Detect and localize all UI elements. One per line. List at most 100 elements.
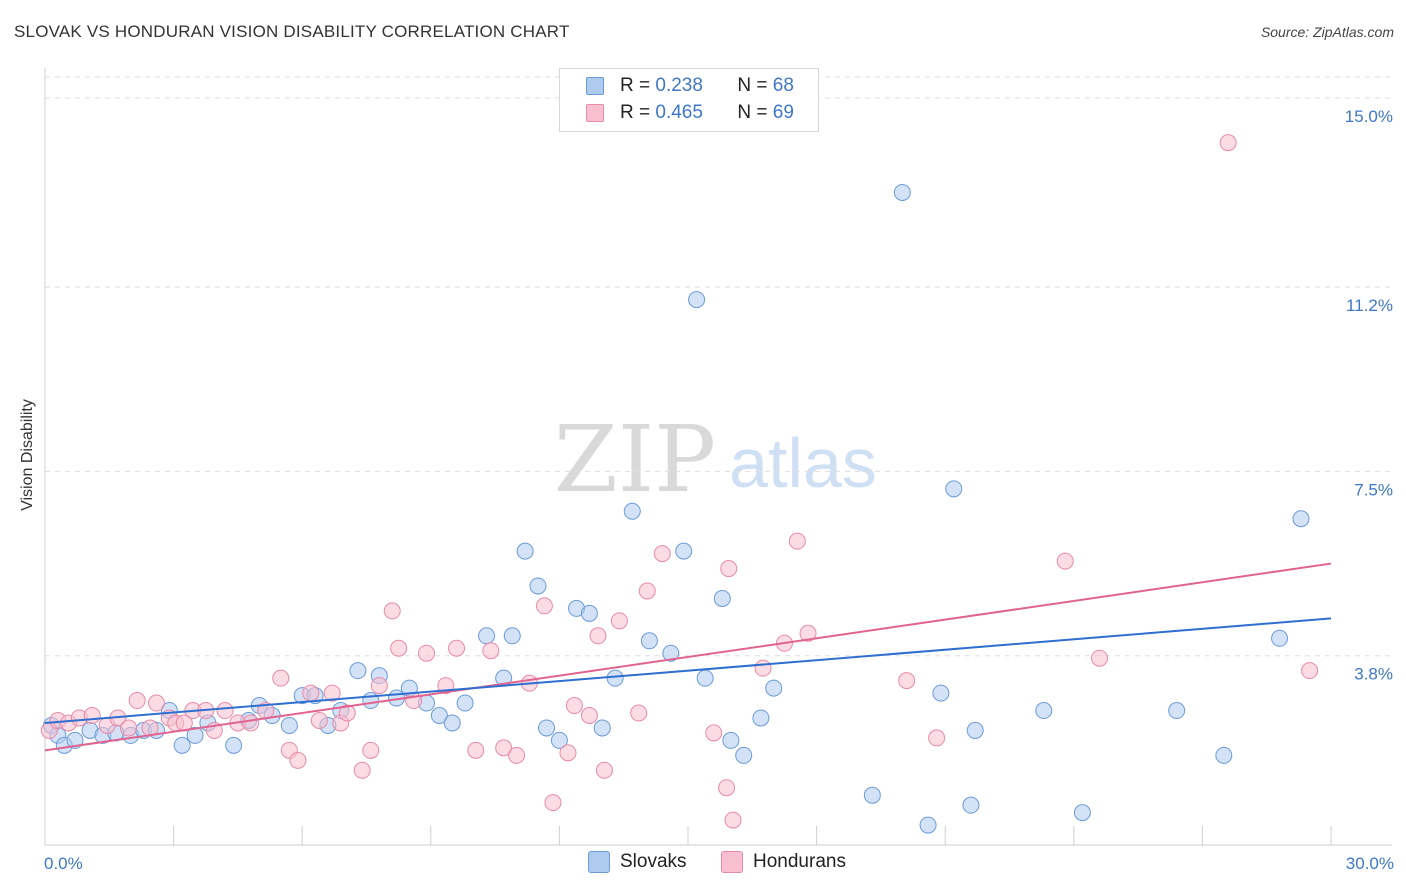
honduran-point	[120, 719, 138, 737]
honduran-point	[638, 582, 656, 600]
source-label: Source: ZipAtlas.com	[1260, 24, 1394, 40]
honduran-point	[147, 694, 165, 712]
slovak-point	[662, 644, 680, 662]
legend-r-label: R =	[620, 75, 651, 96]
slovak-point	[1035, 702, 1053, 720]
honduran-point	[610, 612, 628, 630]
slovak-point	[1292, 510, 1310, 528]
legend-n-label: N =	[737, 102, 768, 123]
slovak-point	[919, 816, 937, 834]
slovak-point	[280, 716, 298, 734]
slovak-point	[225, 736, 243, 754]
honduran-point	[467, 741, 485, 759]
honduran-point	[508, 746, 526, 764]
slovak-point	[550, 731, 568, 749]
legend-r-value: 0.238	[655, 75, 703, 96]
slovak-point	[1271, 629, 1289, 647]
honduran-point	[565, 697, 583, 715]
legend-label-slovaks: Slovaks	[620, 851, 687, 872]
legend-label-hondurans: Hondurans	[753, 851, 846, 872]
slovak-point	[688, 291, 706, 309]
honduran-point	[1301, 662, 1319, 680]
x-tick-label: 0.0%	[44, 854, 83, 873]
honduran-trend-line	[44, 562, 1332, 752]
slovak-point	[456, 694, 474, 712]
slovak-point	[765, 679, 783, 697]
slovak-trend-line	[44, 617, 1332, 724]
slovak-point	[1073, 804, 1091, 822]
slovak-point	[722, 731, 740, 749]
honduran-point	[272, 669, 290, 687]
honduran-point	[630, 704, 648, 722]
legend-n-label: N =	[737, 75, 768, 96]
y-tick-label: 15.0%	[1345, 107, 1393, 126]
axes	[44, 68, 1392, 846]
slovak-point	[1168, 702, 1186, 720]
legend-item-hondurans: Hondurans	[721, 851, 846, 873]
gridlines	[45, 76, 1392, 657]
honduran-point	[559, 744, 577, 762]
slovak-point	[932, 684, 950, 702]
slovak-point	[349, 662, 367, 680]
honduran-point	[724, 811, 742, 829]
slovak-point	[66, 731, 84, 749]
honduran-point	[898, 672, 916, 690]
slovak-point	[516, 542, 534, 560]
honduran-point	[370, 677, 388, 695]
honduran-point	[390, 639, 408, 657]
honduran-point	[580, 706, 598, 724]
series-legend: Slovaks Hondurans	[0, 851, 1406, 877]
slovak-point	[478, 627, 496, 645]
slovak-point	[529, 577, 547, 595]
slovak-point	[623, 502, 641, 520]
y-tick-label: 3.8%	[1354, 665, 1393, 684]
legend-row-slovaks: R = 0.238 N = 68	[586, 74, 794, 98]
honduran-point	[720, 560, 738, 578]
zipatlas-watermark: ZIP atlas	[554, 406, 877, 513]
slovak-point	[580, 604, 598, 622]
legend-r-label: R =	[620, 102, 651, 123]
slovak-point	[752, 709, 770, 727]
honduran-point	[362, 741, 380, 759]
slovak-point	[962, 796, 980, 814]
slovak-point	[593, 719, 611, 737]
honduran-point	[754, 659, 772, 677]
honduran-point	[323, 684, 341, 702]
honduran-point	[338, 704, 356, 722]
honduran-point	[482, 642, 500, 660]
slovak-point	[696, 669, 714, 687]
slovak-point	[1215, 746, 1233, 764]
slovak-point	[640, 632, 658, 650]
slovak-point	[893, 183, 911, 201]
honduran-point	[799, 624, 817, 642]
watermark-atlas: atlas	[729, 424, 877, 502]
trend-lines	[44, 562, 1332, 752]
honduran-swatch	[586, 104, 604, 122]
slovak-point	[675, 542, 693, 560]
slovak-point	[945, 480, 963, 498]
honduran-point	[589, 627, 607, 645]
legend-n-value: 68	[772, 75, 794, 96]
honduran-point	[653, 545, 671, 563]
honduran-point	[718, 779, 736, 797]
honduran-point	[788, 532, 806, 550]
honduran-point	[595, 761, 613, 779]
honduran-point	[544, 794, 562, 812]
legend-row-hondurans: R = 0.465 N = 69	[586, 101, 794, 125]
honduran-points	[40, 134, 1319, 829]
honduran-point	[83, 706, 101, 724]
honduran-point	[353, 761, 371, 779]
slovak-point	[173, 736, 191, 754]
legend-item-slovaks: Slovaks	[588, 851, 687, 873]
honduran-point	[242, 714, 260, 732]
y-tick-label: 11.2%	[1346, 296, 1393, 315]
honduran-swatch	[721, 851, 743, 873]
honduran-point	[383, 602, 401, 620]
honduran-point	[1056, 552, 1074, 570]
chart-title: SLOVAK VS HONDURAN VISION DISABILITY COR…	[14, 22, 570, 41]
legend-n-value: 69	[772, 102, 794, 123]
slovak-swatch	[588, 851, 610, 873]
slovak-swatch	[586, 77, 604, 95]
honduran-point	[310, 711, 328, 729]
